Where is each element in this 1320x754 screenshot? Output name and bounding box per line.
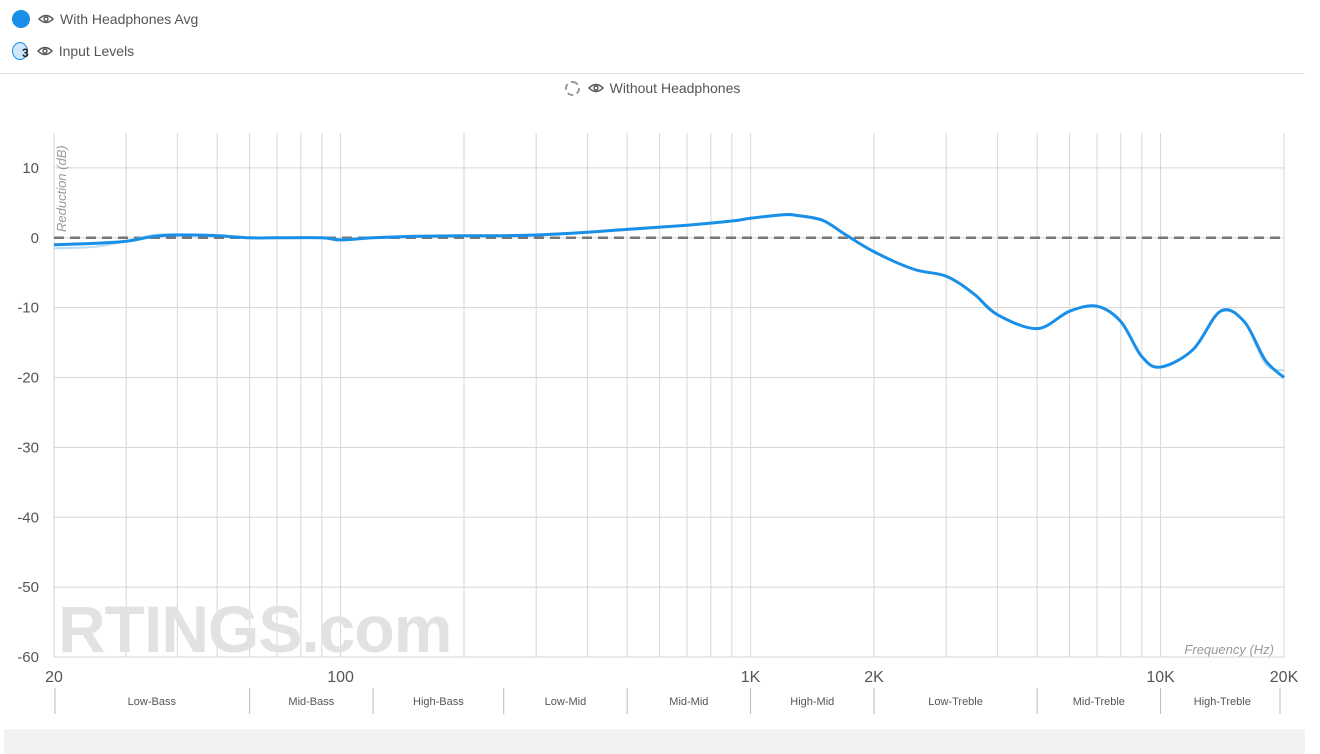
y-axis-label: Reduction (dB) xyxy=(54,145,69,232)
y-axis-ticks: 10 0 -10 -20 -30 -40 -50 -60 xyxy=(17,160,39,666)
x-tick-label: 2K xyxy=(864,669,884,686)
eye-icon[interactable] xyxy=(36,45,53,57)
y-tick-label: -50 xyxy=(17,579,39,596)
legend-label: Input Levels xyxy=(58,43,135,59)
bottom-band xyxy=(4,729,1305,754)
y-tick-label: -40 xyxy=(17,509,39,526)
x-tick-label: 20K xyxy=(1270,669,1299,686)
band-label: Mid-Bass xyxy=(288,696,334,708)
legend-label: With Headphones Avg xyxy=(60,11,199,27)
x-tick-label: 20 xyxy=(45,669,63,686)
y-tick-label: -10 xyxy=(17,300,39,317)
series-with-headphones-avg xyxy=(53,213,1286,379)
y-tick-label: 0 xyxy=(31,230,39,247)
frequency-bands: Low-Bass Mid-Bass High-Bass Low-Mid Mid-Mid H… xyxy=(54,688,1281,714)
band-label: Low-Bass xyxy=(128,696,177,708)
eye-icon[interactable] xyxy=(38,13,54,25)
eye-icon[interactable] xyxy=(587,82,604,94)
band-label: Low-Treble xyxy=(928,696,983,708)
series-color-swatch xyxy=(12,42,28,60)
band-label: Mid-Treble xyxy=(1073,696,1125,708)
band-label: High-Treble xyxy=(1194,696,1251,708)
band-label: High-Bass xyxy=(413,696,464,708)
grid xyxy=(53,133,1285,658)
rtings-watermark: RTINGS.com xyxy=(58,592,451,666)
x-tick-label: 100 xyxy=(327,669,354,686)
y-tick-label: -20 xyxy=(17,370,39,387)
series-color-swatch xyxy=(12,10,30,28)
band-label: High-Mid xyxy=(790,696,834,708)
band-label: Low-Mid xyxy=(545,696,587,708)
x-tick-label: 1K xyxy=(741,669,761,686)
legend-divider xyxy=(0,73,1305,74)
series-layer xyxy=(53,213,1286,379)
legend-item-without-headphones[interactable]: Without Headphones xyxy=(0,80,1305,96)
legend-item-with-headphones[interactable]: With Headphones Avg xyxy=(12,10,198,28)
frequency-response-chart: RTINGS.com 100-10-20-30-40-50-60 20 100 1K… xyxy=(17,133,1299,714)
x-axis-label: Frequency (Hz) xyxy=(1184,642,1274,657)
y-tick-label: 10 xyxy=(22,160,39,177)
reference-swatch xyxy=(564,80,580,96)
legend-item-input-levels[interactable]: 3 Input Levels xyxy=(12,42,134,60)
band-label: Mid-Mid xyxy=(669,696,708,708)
series-count-badge: 3 xyxy=(22,46,29,60)
y-tick-label: -60 xyxy=(17,649,39,666)
legend-label: Without Headphones xyxy=(609,80,741,96)
x-axis-ticks: 20 100 1K 2K 10K 20K xyxy=(45,669,1298,686)
y-tick-label: -30 xyxy=(17,439,39,456)
x-tick-label: 10K xyxy=(1146,669,1175,686)
